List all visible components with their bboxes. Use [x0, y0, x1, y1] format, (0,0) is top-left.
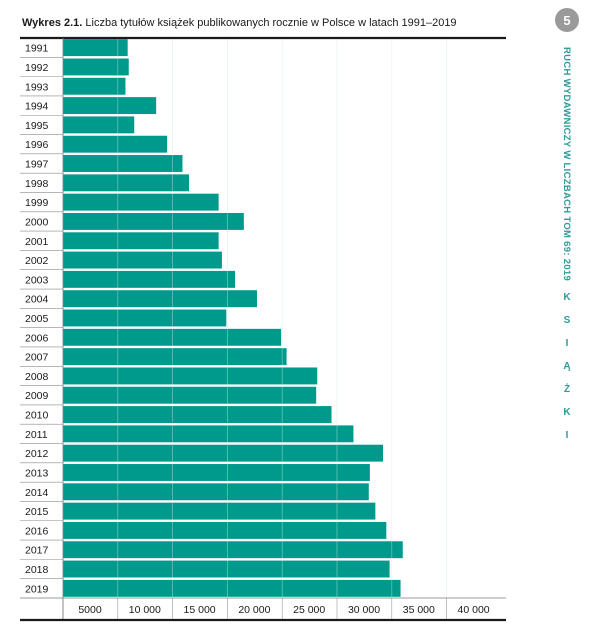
bar-2013	[63, 464, 370, 481]
tick-label: 15 000	[184, 604, 216, 616]
bar-2018	[63, 560, 390, 578]
category-label: 1993	[25, 81, 49, 93]
section-letter: Ż	[563, 384, 571, 395]
category-label: 2013	[25, 467, 49, 479]
category-label: 2014	[25, 487, 49, 499]
running-title: RUCH WYDAWNICZY W LICZBACH TOM 69: 2019	[561, 47, 572, 281]
bar-2011	[63, 425, 354, 443]
bar-1997	[63, 155, 183, 172]
bar-2015	[63, 502, 376, 520]
bar-2008	[63, 367, 318, 385]
tick-label: 30 000	[348, 604, 380, 616]
tick-label: 40 000	[458, 604, 490, 616]
category-label: 2001	[25, 236, 49, 248]
section-letter: S	[563, 315, 571, 326]
chart-title-text: Liczba tytułów książek publikowanych roc…	[82, 17, 457, 29]
bar-2010	[63, 406, 332, 424]
category-label: 1997	[25, 159, 49, 171]
category-label: 2015	[25, 506, 49, 518]
category-label: 2000	[25, 216, 49, 228]
category-label: 2012	[25, 448, 49, 460]
label-layer: 1991 1992 1993 1994 1995 1996 1997 1998 1999 2000…	[25, 43, 490, 616]
category-label: 2010	[25, 410, 49, 422]
category-label: 2008	[25, 371, 49, 383]
bar-1991	[63, 39, 128, 57]
bar-2012	[63, 444, 384, 462]
category-label: 2018	[25, 564, 49, 576]
category-label: 1998	[25, 178, 49, 190]
category-label: 2009	[25, 390, 49, 402]
category-label: 2002	[25, 255, 49, 267]
category-label: 2006	[25, 332, 49, 344]
axis-layer	[20, 36, 506, 622]
tick-label: 25 000	[293, 604, 325, 616]
category-label: 2005	[25, 313, 49, 325]
category-label: 2019	[25, 583, 49, 595]
section-name: K S I Ą Ż K I	[559, 292, 575, 442]
bar-2006	[63, 328, 282, 346]
bar-1998	[63, 174, 190, 192]
section-letter: Ą	[563, 361, 571, 372]
bar-2004	[63, 290, 257, 308]
section-letter: I	[565, 338, 569, 349]
tick-label: 10 000	[129, 604, 161, 616]
bar-1995	[63, 116, 135, 134]
category-label: 2003	[25, 274, 49, 286]
category-label: 1991	[25, 43, 49, 55]
bar-2009	[63, 386, 317, 404]
bar-2000	[63, 212, 244, 230]
bar-1994	[63, 97, 157, 115]
section-letter: K	[563, 292, 571, 303]
chart-title: Wykres 2.1. Liczba tytułów książek publi…	[22, 17, 457, 29]
category-label: 1992	[25, 62, 49, 74]
bars-layer	[63, 39, 403, 597]
category-label: 1995	[25, 120, 49, 132]
category-label: 2016	[25, 525, 49, 537]
bar-1999	[63, 193, 219, 211]
category-label: 2007	[25, 352, 49, 364]
bar-2017	[63, 541, 403, 559]
section-letter: I	[565, 430, 569, 441]
category-label: 1999	[25, 197, 49, 209]
page-number-badge: 5	[555, 8, 579, 32]
bar-1996	[63, 135, 168, 153]
bar-2016	[63, 521, 387, 539]
bar-2005	[63, 309, 227, 327]
bar-2001	[63, 232, 219, 250]
bar-2003	[63, 270, 236, 288]
category-label: 1996	[25, 139, 49, 151]
running-title-text: RUCH WYDAWNICZY W LICZBACH TOM 69:	[561, 47, 572, 259]
category-label: 2004	[25, 294, 49, 306]
running-title-year: 2019	[561, 258, 572, 282]
bar-2014	[63, 483, 369, 501]
tick-label: 5000	[78, 604, 102, 616]
bar-2007	[63, 348, 287, 366]
category-label: 1994	[25, 101, 49, 113]
category-label: 2011	[25, 429, 48, 441]
bar-2019	[63, 579, 401, 597]
section-letter: K	[563, 407, 571, 418]
bar-1993	[63, 77, 126, 95]
bar-2002	[63, 251, 222, 269]
category-label: 2017	[25, 545, 49, 557]
tick-label: 35 000	[403, 604, 435, 616]
bar-1992	[63, 58, 129, 76]
chart-title-label: Wykres 2.1.	[22, 17, 83, 29]
tick-label: 20 000	[238, 604, 270, 616]
